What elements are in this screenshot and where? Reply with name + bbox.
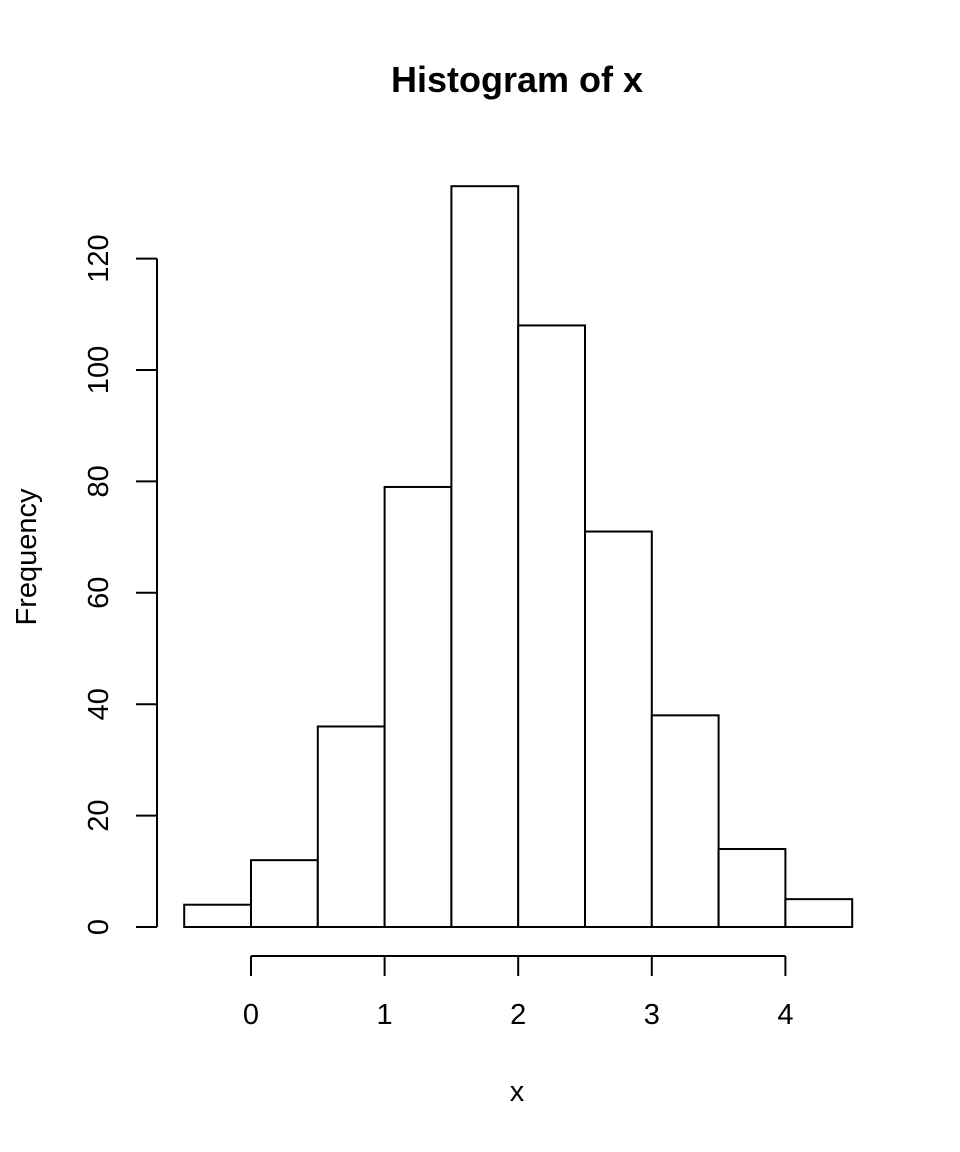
histogram-bar-9: [784, 898, 854, 929]
chart-title: Histogram of x: [391, 59, 643, 100]
y-tick-label-100: 100: [83, 346, 115, 394]
bars-group: [183, 185, 854, 929]
histogram-bar-0: [183, 903, 252, 928]
x-tick-label-2: 2: [510, 999, 526, 1031]
y-tick-label-80: 80: [83, 465, 115, 497]
histogram-bar-3: [383, 485, 453, 928]
histogram-bar-8: [717, 848, 787, 929]
x-tick-label-3: 3: [644, 999, 660, 1031]
histogram-bar-5: [517, 324, 587, 928]
x-tick-label-1: 1: [377, 999, 393, 1031]
histogram-bar-6: [584, 530, 653, 929]
y-tick-label-40: 40: [83, 688, 115, 720]
histogram-bar-1: [250, 859, 319, 928]
histogram-bar-7: [650, 714, 720, 929]
x-axis: 0 1 2 3 4: [243, 955, 793, 1031]
x-tick-label-0: 0: [243, 999, 259, 1031]
y-tick-label-120: 120: [83, 234, 115, 282]
y-tick-label-0: 0: [83, 919, 115, 935]
y-axis: 0 20 40 60 80 100 120: [83, 234, 158, 935]
y-tick-label-20: 20: [83, 799, 115, 831]
x-axis-label: x: [510, 1076, 525, 1108]
histogram-bar-4: [450, 185, 520, 928]
y-tick-label-60: 60: [83, 577, 115, 609]
y-axis-label: Frequency: [11, 488, 43, 626]
x-tick-label-4: 4: [777, 999, 793, 1031]
histogram-bar-2: [316, 725, 386, 928]
